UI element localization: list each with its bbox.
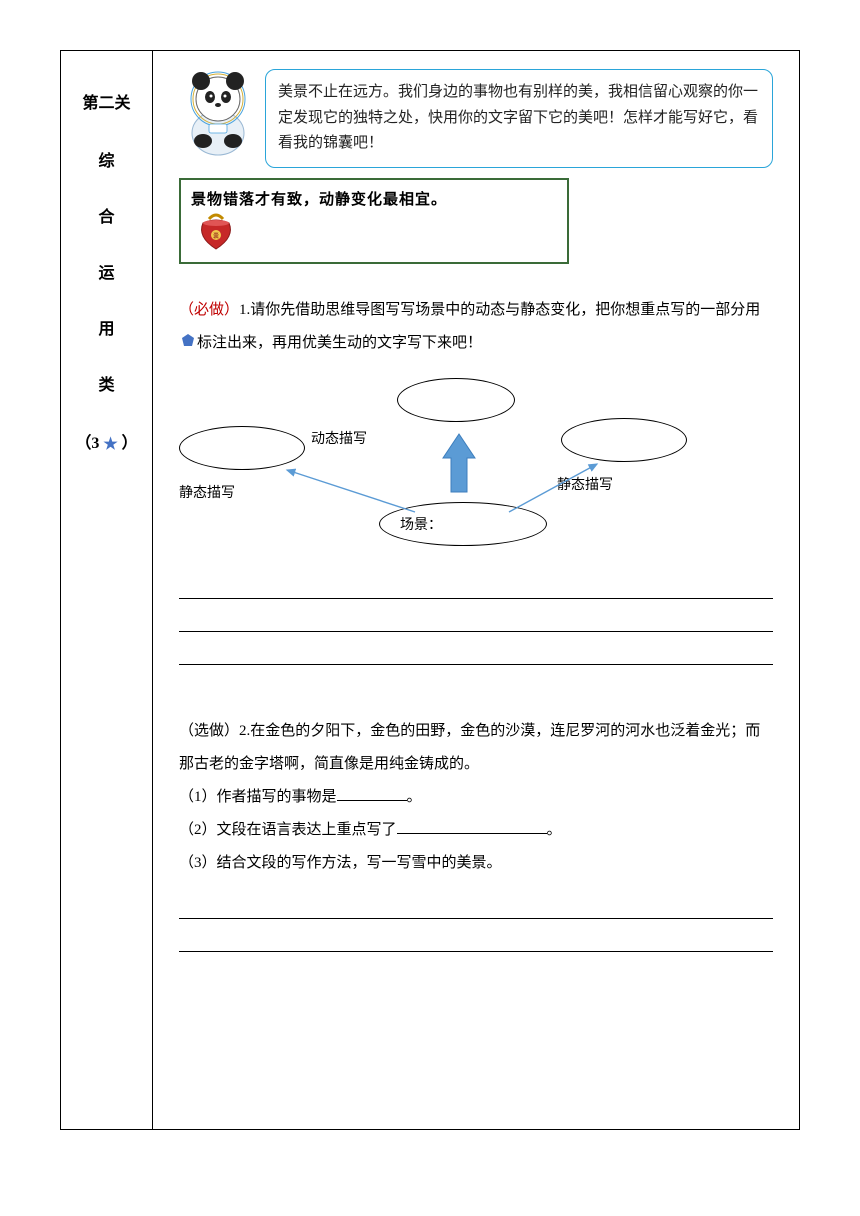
optional-label: （选做） [179,723,239,739]
writing-line[interactable] [179,632,773,665]
score-suffix: ） [122,435,138,452]
writing-line[interactable] [179,599,773,632]
question-1: （必做）1.请你先借助思维导图写写场景中的动态与静态变化，把你想重点写的一部分用… [179,294,773,360]
star-icon: ★ [103,434,117,454]
content-column: 美景不止在远方。我们身边的事物也有别样的美，我相信留心观察的你一定发现它的独特之… [153,51,799,1129]
sidebar-column: 第二关 综 合 运 用 类 （3 ★ ） [61,51,153,1129]
answer-lines-2 [179,886,773,952]
category-char: 合 [67,203,146,227]
worksheet-table: 第二关 综 合 运 用 类 （3 ★ ） [60,50,800,1130]
q2-passage: 在金色的夕阳下，金色的田野，金色的沙漠，连尼罗河的河水也泛着金光；而那古老的金字… [179,723,760,772]
writing-line[interactable] [179,566,773,599]
category-char: 类 [67,371,146,395]
q1-text-a: 请你先借助思维导图写写场景中的动态与静态变化，把你想重点写的一部分用 [250,302,760,318]
fill-blank[interactable] [337,785,407,801]
q1-number: 1. [239,302,250,318]
q2-sub2: （2）文段在语言表达上重点写了 [179,822,397,838]
q2-sub1-end: 。 [407,789,422,805]
required-label: （必做） [179,302,239,318]
score-label: （3 ★ ） [67,429,146,454]
q1-text-b: 标注出来，再用优美生动的文字写下来吧！ [197,335,482,351]
hint-title: 景物错落才有致，动静变化最相宜。 [191,188,557,209]
q2-sub1: （1）作者描写的事物是 [179,789,337,805]
q2-sub3: （3）结合文段的写作方法，写一写雪中的美景。 [179,855,502,871]
category-char: 运 [67,259,146,283]
speech-text: 美景不止在远方。我们身边的事物也有别样的美，我相信留心观察的你一定发现它的独特之… [278,84,758,151]
answer-lines-1 [179,566,773,665]
question-2: （选做）2.在金色的夕阳下，金色的田野，金色的沙漠，连尼罗河的河水也泛着金光；而… [179,715,773,880]
hint-box: 景物错落才有致，动静变化最相宜。 囊 [179,178,569,264]
category-char: 综 [67,147,146,171]
writing-line[interactable] [179,919,773,952]
level-title: 第二关 [67,89,146,113]
mindmap-diagram: 场景： 动态描写 静态描写 静态描写 [179,370,773,560]
pentagon-icon [181,327,195,360]
header-row: 美景不止在远方。我们身边的事物也有别样的美，我相信留心观察的你一定发现它的独特之… [179,69,773,168]
svg-text:囊: 囊 [213,232,219,240]
arrow-up-icon [441,432,477,501]
pouch-icon: 囊 [195,213,557,256]
score-prefix: （3 [75,435,99,452]
q2-sub2-end: 。 [547,822,562,838]
panda-mascot-icon [179,69,257,164]
speech-bubble: 美景不止在远方。我们身边的事物也有别样的美，我相信留心观察的你一定发现它的独特之… [265,69,773,168]
category-chars: 综 合 运 用 类 [67,147,146,395]
q2-number: 2. [239,723,250,739]
writing-line[interactable] [179,886,773,919]
fill-blank[interactable] [397,818,547,834]
category-char: 用 [67,315,146,339]
